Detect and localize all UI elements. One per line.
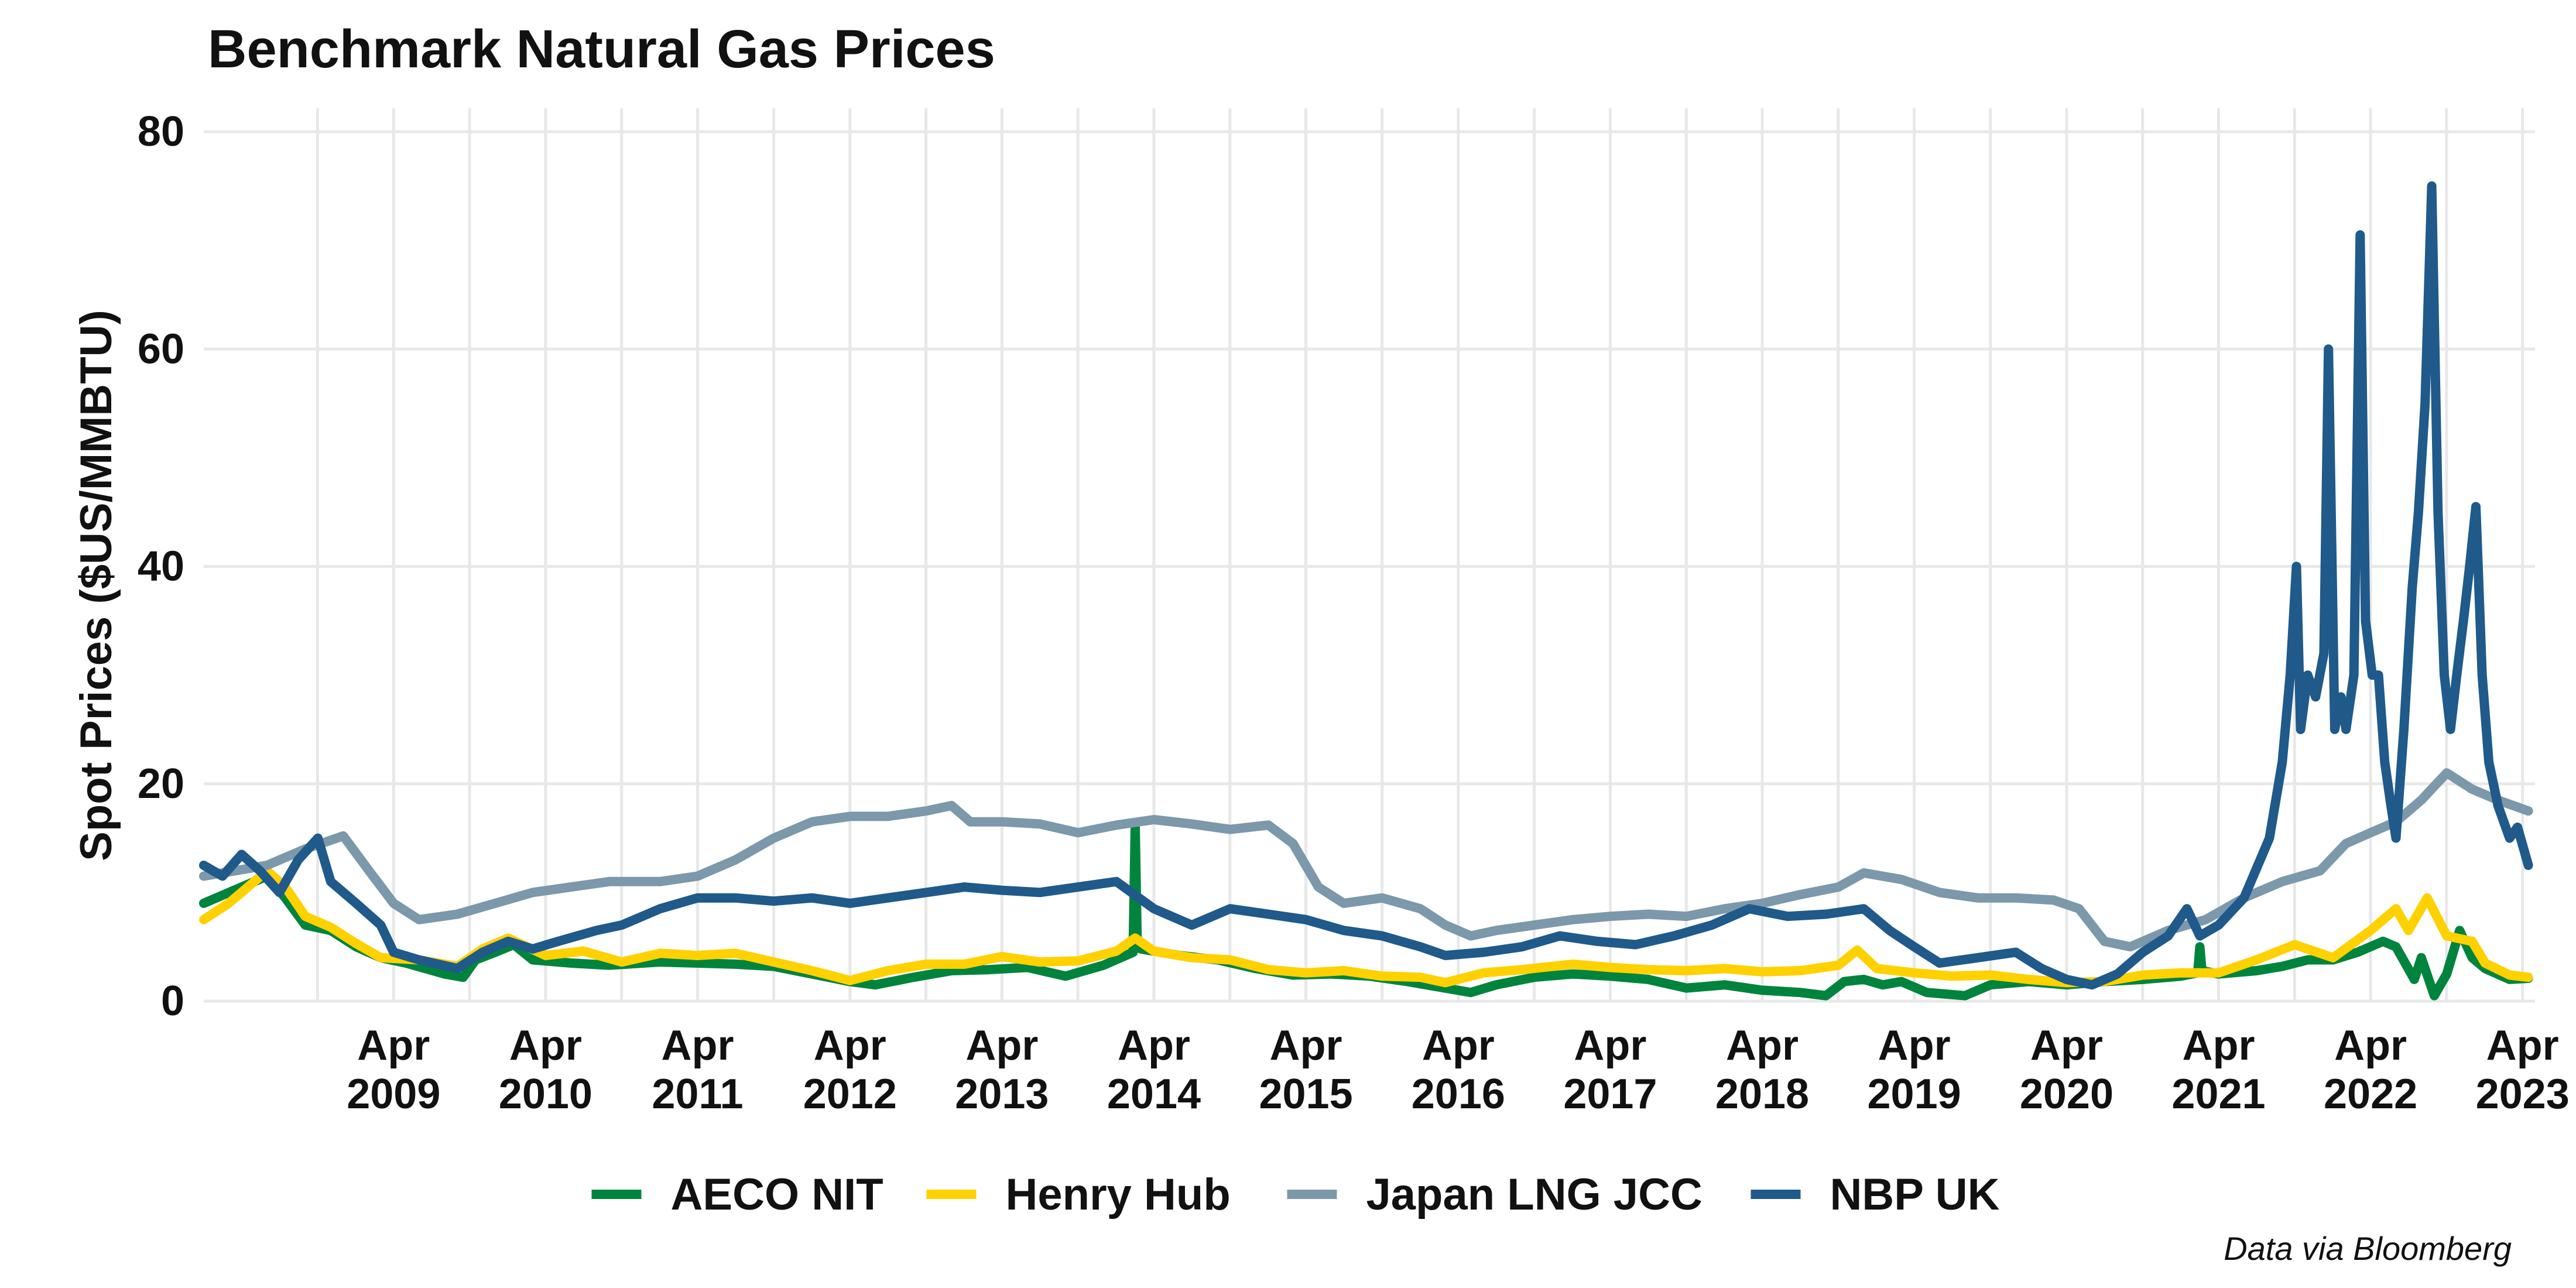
series-line-aeco-nit [199, 823, 2533, 1001]
x-tick-label-year: 2019 [1868, 1071, 1961, 1118]
chart-title: Benchmark Natural Gas Prices [208, 19, 995, 79]
grid [204, 108, 2535, 1003]
x-tick-label-year: 2021 [2171, 1071, 2265, 1118]
x-tick-label-year: 2015 [1259, 1071, 1352, 1118]
legend-label: NBP UK [1830, 1170, 2000, 1220]
x-axis-ticks: Apr2009Apr2010Apr2011Apr2012Apr2013Apr20… [347, 1022, 2570, 1118]
y-axis-title: Spot Prices ($US/MMBTU) [71, 310, 121, 861]
x-tick-label-month: Apr [509, 1022, 582, 1069]
x-tick-label-month: Apr [965, 1022, 1038, 1069]
caption: Data via Bloomberg [2224, 1230, 2512, 1267]
x-tick-label-year: 2016 [1412, 1071, 1505, 1118]
x-tick-label-month: Apr [2334, 1022, 2407, 1069]
x-tick-label-month: Apr [661, 1022, 734, 1069]
series-line-nbp-uk [199, 181, 2533, 990]
legend-label: Japan LNG JCC [1366, 1170, 1703, 1220]
y-axis-ticks: 0 20 40 60 80 [138, 108, 184, 1025]
x-tick-label-year: 2018 [1715, 1071, 1809, 1118]
x-tick-label-year: 2012 [803, 1071, 897, 1118]
x-tick-label-year: 2014 [1107, 1071, 1201, 1118]
y-tick-label: 80 [138, 108, 184, 155]
x-tick-label-year: 2010 [499, 1071, 592, 1118]
x-tick-label-month: Apr [1878, 1022, 1951, 1069]
legend-label: Henry Hub [1006, 1170, 1231, 1220]
x-tick-label-month: Apr [357, 1022, 430, 1069]
y-tick-label: 20 [138, 761, 184, 807]
x-tick-label-month: Apr [2486, 1022, 2559, 1069]
legend: AECO NIT Henry Hub Japan LNG JCC NBP UK [591, 1170, 2000, 1220]
x-tick-label-month: Apr [1270, 1022, 1342, 1069]
x-tick-label-month: Apr [1118, 1022, 1190, 1069]
legend-label: AECO NIT [671, 1170, 883, 1220]
x-tick-label-year: 2023 [2476, 1071, 2570, 1118]
x-tick-label-month: Apr [2030, 1022, 2103, 1069]
y-tick-label: 0 [161, 978, 184, 1025]
x-tick-label-year: 2011 [652, 1071, 743, 1118]
x-tick-label-year: 2017 [1563, 1071, 1657, 1118]
x-tick-label-month: Apr [814, 1022, 886, 1069]
x-tick-label-year: 2009 [347, 1071, 440, 1118]
x-tick-label-year: 2013 [955, 1071, 1049, 1118]
y-tick-label: 60 [138, 326, 184, 372]
x-tick-label-month: Apr [2182, 1022, 2255, 1069]
x-tick-label-year: 2022 [2324, 1071, 2417, 1118]
x-tick-label-year: 2020 [2020, 1071, 2113, 1118]
x-tick-label-month: Apr [1574, 1022, 1646, 1069]
x-tick-label-month: Apr [1726, 1022, 1799, 1069]
x-tick-label-month: Apr [1422, 1022, 1495, 1069]
series-lines [199, 181, 2533, 1001]
y-tick-label: 40 [138, 543, 184, 590]
